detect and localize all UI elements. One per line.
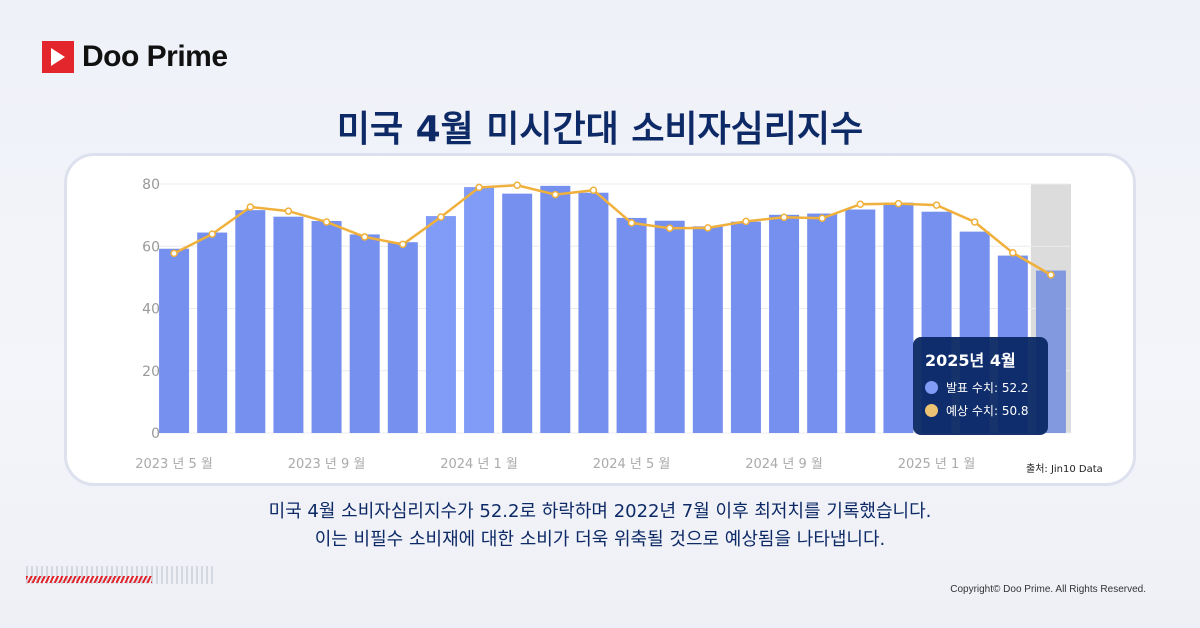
bar [311, 221, 342, 433]
forecast-point [932, 201, 941, 209]
forecast-point [170, 249, 178, 258]
x-tick-label: 2025 년 1 월 [898, 457, 976, 472]
description: 미국 4월 소비자심리지수가 52.2로 하락하며 2022년 7월 이후 최저… [0, 498, 1200, 554]
bar [540, 185, 571, 433]
page-title: 미국 4월 미시간대 소비자심리지수 [336, 109, 864, 150]
bar [159, 248, 190, 433]
forecast-point [475, 183, 483, 192]
tooltip-title: 2025년 4월 [925, 351, 1016, 370]
decoration-stripes [26, 576, 152, 583]
bar [349, 234, 380, 433]
brand-logo: Doo Prime [42, 40, 228, 74]
x-tick-label: 2023 년 5 월 [135, 457, 213, 472]
y-tick-label: 80 [142, 177, 160, 193]
forecast-point [970, 218, 979, 226]
forecast-point [551, 190, 560, 199]
bar [425, 216, 456, 433]
forecast-dot-icon [925, 404, 938, 417]
y-tick-label: 20 [142, 364, 160, 380]
bar [883, 202, 914, 433]
logo-mark-icon [42, 41, 74, 73]
bar [502, 193, 533, 433]
forecast-point [1047, 271, 1055, 279]
y-tick-label: 60 [142, 239, 160, 255]
bar [654, 220, 685, 433]
forecast-point [437, 213, 445, 221]
bar [464, 187, 495, 433]
forecast-point [856, 200, 865, 208]
x-tick-label: 2023 년 9 월 [288, 457, 366, 472]
actual-dot-icon [925, 381, 938, 394]
chart-tooltip: 2025년 4월 발표 수치: 52.2 예상 수치: 50.8 [913, 337, 1048, 435]
forecast-point [665, 224, 674, 232]
bar [730, 221, 761, 433]
tooltip-forecast: 예상 수치: 50.8 [946, 404, 1029, 418]
x-tick-label: 2024 년 1 월 [440, 457, 518, 472]
x-tick-label: 2024 년 5 월 [593, 457, 671, 472]
y-tick-label: 40 [142, 302, 160, 318]
bar [616, 217, 647, 433]
forecast-point [1009, 249, 1017, 257]
bar [578, 192, 609, 433]
forecast-point [246, 203, 255, 211]
forecast-point [780, 213, 788, 222]
forecast-point [399, 240, 407, 249]
forecast-point [704, 224, 712, 232]
forecast-point [322, 218, 331, 226]
bar [845, 209, 876, 433]
description-line: 이는 비필수 소비재에 대한 소비가 더욱 위축될 것으로 예상됨을 나타냅니다… [314, 529, 886, 550]
x-tick-label: 2024 년 9 월 [745, 457, 823, 472]
forecast-point [360, 233, 369, 241]
description-line: 미국 4월 소비자심리지수가 52.2로 하락하며 2022년 7월 이후 최저… [268, 501, 932, 522]
copyright: Copyright© Doo Prime. All Rights Reserve… [950, 584, 1146, 595]
bar [197, 232, 228, 433]
forecast-line [173, 183, 1052, 276]
bar [273, 216, 304, 433]
bar [692, 226, 723, 433]
forecast-point [894, 199, 903, 208]
bar [387, 242, 418, 433]
forecast-point [513, 181, 521, 189]
forecast-point [627, 219, 636, 227]
forecast-point [742, 217, 750, 226]
forecast-point [208, 230, 216, 238]
forecast-point [284, 207, 293, 215]
y-tick-label: 0 [151, 426, 160, 442]
forecast-point [589, 186, 598, 194]
forecast-point [818, 214, 826, 222]
chart-source: 출처: Jin10 Data [1026, 464, 1103, 475]
brand-name: Doo Prime [82, 40, 228, 73]
bar [807, 213, 838, 433]
bar [235, 210, 266, 433]
tooltip-actual: 발표 수치: 52.2 [946, 381, 1029, 395]
bar [769, 214, 800, 433]
